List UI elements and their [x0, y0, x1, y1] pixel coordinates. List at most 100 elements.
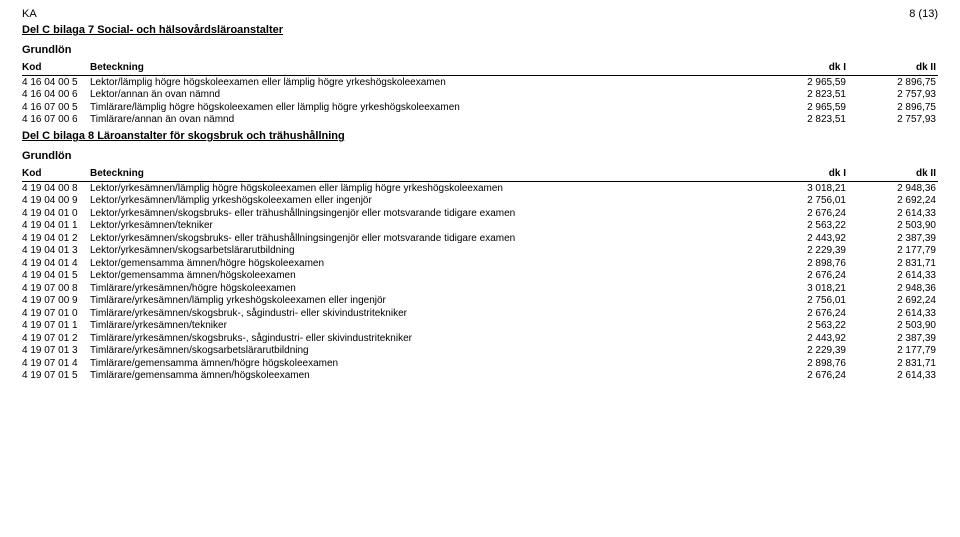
- table-row: 4 19 07 01 2Timlärare/yrkesämnen/skogsbr…: [22, 332, 938, 345]
- table-row: 4 16 04 00 5Lektor/lämplig högre högskol…: [22, 76, 938, 89]
- cell-kod: 4 19 07 01 0: [22, 307, 90, 320]
- col-dk1: dk I: [758, 62, 848, 76]
- table-row: 4 19 07 01 1Timlärare/yrkesämnen/teknike…: [22, 320, 938, 333]
- cell-beteckning: Timlärare/lämplig högre högskoleexamen e…: [90, 101, 758, 114]
- cell-kod: 4 19 04 01 5: [22, 270, 90, 283]
- cell-dk2: 2 177,79: [848, 245, 938, 258]
- cell-beteckning: Timlärare/annan än ovan nämnd: [90, 114, 758, 127]
- cell-kod: 4 19 04 00 8: [22, 182, 90, 195]
- cell-dk1: 2 965,59: [758, 76, 848, 89]
- cell-dk1: 2 756,01: [758, 195, 848, 208]
- table-row: 4 19 04 01 0Lektor/yrkesämnen/skogsbruks…: [22, 207, 938, 220]
- cell-dk1: 2 898,76: [758, 357, 848, 370]
- cell-beteckning: Timlärare/yrkesämnen/skogsarbetslärarutb…: [90, 345, 758, 358]
- cell-dk2: 2 503,90: [848, 220, 938, 233]
- cell-dk2: 2 757,93: [848, 89, 938, 102]
- col-dk1: dk I: [758, 168, 848, 182]
- cell-kod: 4 19 07 01 1: [22, 320, 90, 333]
- cell-dk2: 2 614,33: [848, 370, 938, 383]
- cell-beteckning: Timlärare/yrkesämnen/skogsbruks-, sågind…: [90, 332, 758, 345]
- cell-dk2: 2 896,75: [848, 76, 938, 89]
- section-2: Del C bilaga 8 Läroanstalter för skogsbr…: [22, 130, 938, 382]
- cell-beteckning: Lektor/yrkesämnen/lämplig yrkeshögskolee…: [90, 195, 758, 208]
- cell-dk1: 2 965,59: [758, 101, 848, 114]
- col-dk2: dk II: [848, 62, 938, 76]
- section-title: Del C bilaga 8 Läroanstalter för skogsbr…: [22, 130, 938, 142]
- table-row: 4 19 04 01 4Lektor/gemensamma ämnen/högr…: [22, 257, 938, 270]
- table-row: 4 19 07 00 9Timlärare/yrkesämnen/lämplig…: [22, 295, 938, 308]
- cell-beteckning: Timlärare/yrkesämnen/högre högskoleexame…: [90, 282, 758, 295]
- cell-dk2: 2 614,33: [848, 307, 938, 320]
- cell-dk2: 2 896,75: [848, 101, 938, 114]
- cell-dk1: 2 823,51: [758, 89, 848, 102]
- section-title: Del C bilaga 7 Social- och hälsovårdslär…: [22, 24, 938, 36]
- cell-dk2: 2 503,90: [848, 320, 938, 333]
- page-number: 8 (13): [909, 8, 938, 20]
- salary-table-1: Kod Beteckning dk I dk II 4 16 04 00 5Le…: [22, 62, 938, 126]
- cell-dk2: 2 387,39: [848, 232, 938, 245]
- cell-dk1: 3 018,21: [758, 282, 848, 295]
- col-bet: Beteckning: [90, 62, 758, 76]
- cell-beteckning: Lektor/annan än ovan nämnd: [90, 89, 758, 102]
- cell-dk1: 2 823,51: [758, 114, 848, 127]
- cell-beteckning: Lektor/lämplig högre högskoleexamen elle…: [90, 76, 758, 89]
- cell-dk1: 2 676,24: [758, 270, 848, 283]
- cell-kod: 4 19 04 01 2: [22, 232, 90, 245]
- cell-kod: 4 19 07 00 9: [22, 295, 90, 308]
- cell-dk1: 2 676,24: [758, 207, 848, 220]
- table-row: 4 19 04 00 8Lektor/yrkesämnen/lämplig hö…: [22, 182, 938, 195]
- cell-beteckning: Lektor/gemensamma ämnen/högskoleexamen: [90, 270, 758, 283]
- cell-dk2: 2 948,36: [848, 182, 938, 195]
- cell-kod: 4 19 04 01 0: [22, 207, 90, 220]
- cell-beteckning: Timlärare/gemensamma ämnen/högskoleexame…: [90, 370, 758, 383]
- cell-dk2: 2 757,93: [848, 114, 938, 127]
- salary-table-2: Kod Beteckning dk I dk II 4 19 04 00 8Le…: [22, 168, 938, 382]
- table-row: 4 16 04 00 6Lektor/annan än ovan nämnd2 …: [22, 89, 938, 102]
- cell-beteckning: Timlärare/yrkesämnen/tekniker: [90, 320, 758, 333]
- cell-kod: 4 16 07 00 5: [22, 101, 90, 114]
- cell-kod: 4 19 07 01 4: [22, 357, 90, 370]
- table-row: 4 19 04 01 5Lektor/gemensamma ämnen/högs…: [22, 270, 938, 283]
- cell-beteckning: Lektor/gemensamma ämnen/högre högskoleex…: [90, 257, 758, 270]
- cell-kod: 4 16 04 00 6: [22, 89, 90, 102]
- section-1: Del C bilaga 7 Social- och hälsovårdslär…: [22, 24, 938, 126]
- cell-kod: 4 19 07 01 5: [22, 370, 90, 383]
- cell-beteckning: Lektor/yrkesämnen/skogsbruks- eller träh…: [90, 207, 758, 220]
- cell-dk1: 2 898,76: [758, 257, 848, 270]
- cell-dk1: 2 676,24: [758, 370, 848, 383]
- cell-kod: 4 19 04 01 1: [22, 220, 90, 233]
- grundlon-label: Grundlön: [22, 150, 938, 162]
- cell-beteckning: Timlärare/yrkesämnen/skogsbruk-, sågindu…: [90, 307, 758, 320]
- cell-dk2: 2 948,36: [848, 282, 938, 295]
- col-bet: Beteckning: [90, 168, 758, 182]
- cell-dk1: 3 018,21: [758, 182, 848, 195]
- cell-dk1: 2 229,39: [758, 345, 848, 358]
- table-row: 4 19 07 01 4Timlärare/gemensamma ämnen/h…: [22, 357, 938, 370]
- table-row: 4 19 04 01 2Lektor/yrkesämnen/skogsbruks…: [22, 232, 938, 245]
- cell-dk2: 2 692,24: [848, 295, 938, 308]
- cell-dk2: 2 177,79: [848, 345, 938, 358]
- doc-code: KA: [22, 8, 37, 20]
- table-row: 4 19 04 01 3Lektor/yrkesämnen/skogsarbet…: [22, 245, 938, 258]
- cell-dk2: 2 614,33: [848, 270, 938, 283]
- cell-dk1: 2 563,22: [758, 320, 848, 333]
- cell-beteckning: Lektor/yrkesämnen/skogsarbetslärarutbild…: [90, 245, 758, 258]
- cell-kod: 4 16 04 00 5: [22, 76, 90, 89]
- cell-beteckning: Lektor/yrkesämnen/skogsbruks- eller träh…: [90, 232, 758, 245]
- cell-dk2: 2 387,39: [848, 332, 938, 345]
- table-row: 4 19 04 01 1Lektor/yrkesämnen/tekniker2 …: [22, 220, 938, 233]
- cell-kod: 4 19 07 01 3: [22, 345, 90, 358]
- cell-dk2: 2 831,71: [848, 257, 938, 270]
- cell-beteckning: Timlärare/yrkesämnen/lämplig yrkeshögsko…: [90, 295, 758, 308]
- cell-beteckning: Lektor/yrkesämnen/lämplig högre högskole…: [90, 182, 758, 195]
- cell-dk1: 2 676,24: [758, 307, 848, 320]
- table-row: 4 19 07 01 3Timlärare/yrkesämnen/skogsar…: [22, 345, 938, 358]
- table-row: 4 16 07 00 6Timlärare/annan än ovan nämn…: [22, 114, 938, 127]
- table-row: 4 19 04 00 9Lektor/yrkesämnen/lämplig yr…: [22, 195, 938, 208]
- cell-kod: 4 19 04 01 4: [22, 257, 90, 270]
- grundlon-label: Grundlön: [22, 44, 938, 56]
- col-kod: Kod: [22, 62, 90, 76]
- table-row: 4 19 07 01 0Timlärare/yrkesämnen/skogsbr…: [22, 307, 938, 320]
- col-dk2: dk II: [848, 168, 938, 182]
- table-row: 4 19 07 01 5Timlärare/gemensamma ämnen/h…: [22, 370, 938, 383]
